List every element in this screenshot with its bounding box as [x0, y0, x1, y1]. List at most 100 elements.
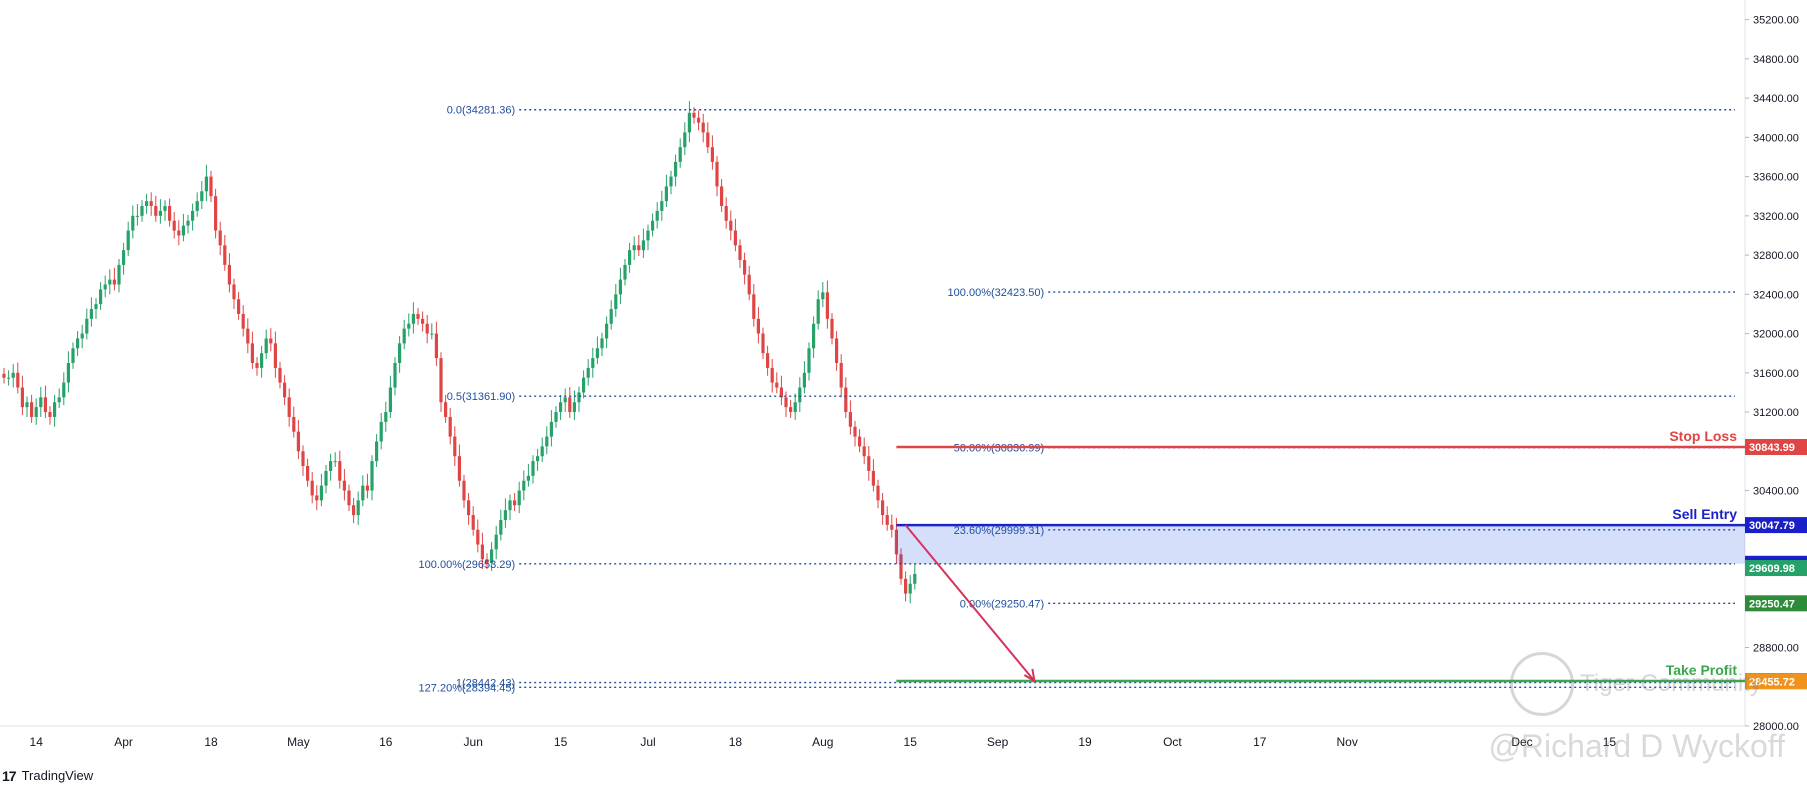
x-tick-label: Nov: [1337, 735, 1358, 749]
candle-body: [204, 176, 208, 192]
candle-body: [904, 578, 908, 594]
fib-level-label: 0.5(31361.90): [447, 391, 516, 403]
candle-body: [678, 147, 682, 162]
candle-body: [802, 372, 806, 388]
trade-level-label: Sell Entry: [1672, 506, 1737, 522]
candle-body: [876, 485, 880, 501]
x-tick-label: Jun: [464, 735, 483, 749]
candle-body: [789, 407, 793, 413]
candle-body: [319, 485, 323, 501]
candle-body: [540, 446, 544, 457]
fib-level-label: 127.20%(28394.45): [419, 682, 516, 694]
candle-body: [237, 299, 241, 314]
tiger-logo-icon: [1510, 652, 1574, 716]
candle-body: [692, 112, 696, 118]
candle-body: [628, 250, 632, 265]
candle-body: [614, 294, 618, 310]
candle-body: [62, 382, 66, 398]
candle-body: [329, 461, 333, 471]
candle-body: [411, 313, 415, 324]
candle-body: [586, 367, 590, 378]
y-tick-label: 33600.00: [1753, 172, 1799, 184]
candle-body: [66, 363, 70, 383]
candle-body: [526, 475, 530, 481]
x-tick-label: 15: [904, 735, 918, 749]
candle-body: [255, 363, 259, 368]
candle-body: [448, 416, 452, 437]
candle-body: [214, 196, 218, 231]
candle-body: [53, 402, 57, 417]
candle-body: [342, 480, 346, 491]
candle-body: [848, 412, 852, 427]
candle-body: [398, 343, 402, 363]
candle-body: [724, 206, 728, 221]
candle-body: [890, 524, 894, 530]
candle-body: [89, 309, 93, 319]
sell-zone: [896, 525, 1745, 564]
candle-body: [57, 397, 61, 403]
y-tick-label: 34000.00: [1753, 132, 1799, 144]
candle-body: [149, 201, 153, 207]
fib-level-label: 23.60%(29999.31): [954, 525, 1045, 537]
candle-body: [306, 466, 310, 481]
candle-body: [862, 446, 866, 457]
trade-price-tag: [1745, 438, 1807, 455]
candle-body: [913, 573, 917, 584]
candle-body: [517, 490, 521, 506]
candle-body: [43, 397, 47, 413]
candle-body: [664, 186, 668, 202]
tiger-watermark: Tiger Community: [1510, 652, 1762, 716]
candle-body: [706, 132, 710, 148]
fib-level-label: 50.00%(30836.99): [954, 443, 1045, 455]
candle-body: [301, 451, 305, 467]
candle-body: [76, 338, 80, 349]
candle-body: [200, 191, 204, 202]
candle-body: [71, 348, 75, 363]
candle-body: [209, 176, 213, 197]
y-tick-label: 31600.00: [1753, 368, 1799, 380]
candle-body: [416, 313, 420, 319]
trade-price-tag: [1745, 517, 1807, 534]
candle-body: [338, 461, 342, 481]
candle-body: [241, 313, 245, 329]
candle-body: [605, 323, 609, 339]
candle-body: [227, 264, 231, 285]
trade-price-tag-text: 30843.99: [1749, 442, 1795, 454]
candle-body: [513, 500, 517, 506]
candle-body: [701, 122, 705, 133]
candle-body: [499, 519, 503, 535]
candle-body: [669, 176, 673, 187]
candle-body: [467, 500, 471, 516]
candle-body: [287, 397, 291, 417]
candle-body: [839, 363, 843, 388]
candle-body: [108, 279, 112, 285]
candle-body: [177, 230, 181, 236]
x-tick-label: Jul: [640, 735, 655, 749]
candle-body: [158, 210, 162, 216]
candle-body: [490, 549, 494, 564]
candle-body: [273, 343, 277, 368]
candle-body: [632, 245, 636, 251]
candle-body: [683, 132, 687, 148]
candle-body: [421, 318, 425, 324]
candle-body: [812, 323, 816, 349]
y-tick-label: 32800.00: [1753, 250, 1799, 262]
candle-body: [122, 250, 126, 265]
candle-body: [375, 441, 379, 462]
axis-price-tag: [1745, 595, 1807, 612]
candle-body: [480, 544, 484, 560]
candle-body: [324, 470, 328, 486]
candle-body: [779, 387, 783, 398]
candle-body: [885, 515, 889, 525]
candle-body: [131, 215, 135, 231]
y-tick-label: 32000.00: [1753, 329, 1799, 341]
candle-body: [112, 279, 116, 285]
candle-body: [697, 117, 701, 123]
candle-body: [651, 220, 655, 231]
x-tick-label: 14: [30, 735, 44, 749]
candle-body: [844, 387, 848, 413]
candle-body: [425, 323, 429, 334]
fib-level-label: 0.0(34281.36): [447, 105, 516, 117]
candle-body: [154, 206, 158, 216]
candle-body: [347, 490, 351, 506]
